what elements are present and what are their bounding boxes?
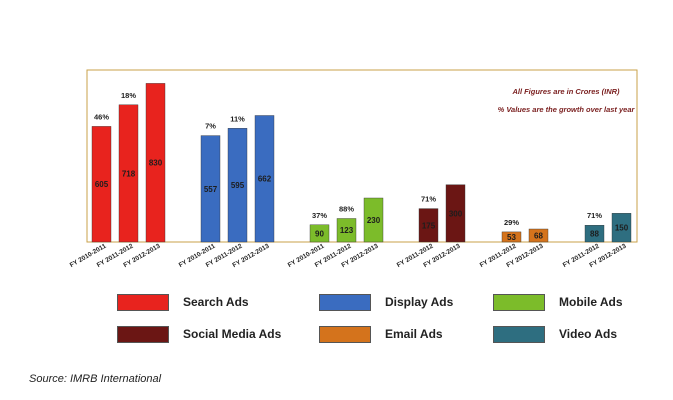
data-label-mobile-ads-fy-2012-2013: 230 — [367, 216, 381, 225]
data-label-social-media-ads-fy-2011-2012: 175 — [422, 221, 436, 230]
bar-video-ads-fy-2011-2012 — [584, 224, 605, 243]
bar-video-ads-fy-2012-2013 — [611, 213, 632, 243]
growth-label-display-ads-fy-2011-2012: 11% — [230, 114, 245, 123]
growth-label-social-media-ads-fy-2011-2012: 71% — [421, 195, 436, 204]
data-label-mobile-ads-fy-2010-2011: 90 — [315, 229, 324, 238]
data-label-search-ads-fy-2010-2011: 605 — [95, 180, 109, 189]
data-label-search-ads-fy-2012-2013: 830 — [149, 159, 163, 168]
bar-email-ads-fy-2011-2012 — [501, 231, 522, 243]
growth-label-email-ads-fy-2011-2012: 29% — [504, 218, 519, 227]
bar-social-media-ads-fy-2011-2012 — [418, 208, 439, 243]
data-label-video-ads-fy-2012-2013: 150 — [615, 224, 629, 233]
bar-search-ads-fy-2011-2012 — [118, 104, 139, 243]
bar-mobile-ads-fy-2010-2011 — [309, 224, 330, 243]
chart-note-crores: All Figures are in Crores (INR) — [511, 87, 620, 96]
bar-social-media-ads-fy-2012-2013 — [445, 184, 466, 243]
data-label-search-ads-fy-2011-2012: 718 — [122, 169, 136, 178]
data-label-display-ads-fy-2011-2012: 595 — [231, 181, 245, 190]
bar-email-ads-fy-2012-2013 — [528, 228, 549, 243]
data-label-display-ads-fy-2012-2013: 662 — [258, 175, 272, 184]
bar-display-ads-fy-2010-2011 — [200, 135, 221, 243]
growth-label-video-ads-fy-2011-2012: 71% — [587, 211, 602, 220]
growth-label-mobile-ads-fy-2011-2012: 88% — [339, 205, 354, 214]
data-label-mobile-ads-fy-2011-2012: 123 — [340, 226, 354, 235]
growth-label-display-ads-fy-2010-2011: 7% — [205, 122, 216, 131]
data-label-social-media-ads-fy-2012-2013: 300 — [449, 209, 463, 218]
data-label-email-ads-fy-2012-2013: 68 — [534, 232, 543, 241]
data-label-display-ads-fy-2010-2011: 557 — [204, 185, 218, 194]
bar-search-ads-fy-2012-2013 — [145, 83, 166, 243]
bar-mobile-ads-fy-2011-2012 — [336, 218, 357, 243]
growth-label-mobile-ads-fy-2010-2011: 37% — [312, 211, 327, 220]
growth-label-search-ads-fy-2010-2011: 46% — [94, 112, 109, 121]
bar-mobile-ads-fy-2012-2013 — [363, 197, 384, 243]
source-note: Source: IMRB International — [29, 373, 162, 385]
plot-area-border — [86, 69, 638, 243]
bar-display-ads-fy-2011-2012 — [227, 128, 248, 243]
growth-label-search-ads-fy-2011-2012: 18% — [121, 91, 136, 100]
data-label-video-ads-fy-2011-2012: 88 — [590, 230, 599, 239]
bar-display-ads-fy-2012-2013 — [254, 115, 275, 243]
chart-note-growth: % Values are the growth over last year — [498, 105, 636, 114]
data-label-email-ads-fy-2011-2012: 53 — [507, 233, 516, 242]
bar-search-ads-fy-2010-2011 — [91, 126, 112, 243]
